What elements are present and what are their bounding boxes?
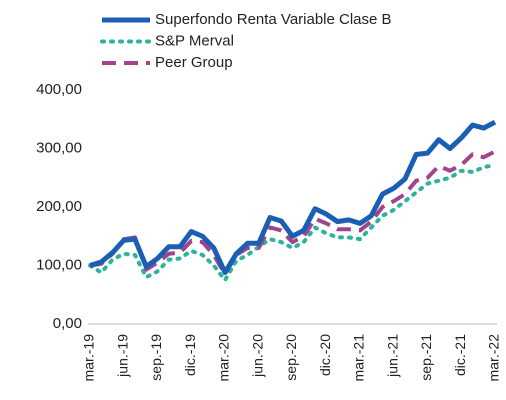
y-tick-label: 0,00 [53, 315, 82, 332]
x-tick-label: sep.-20 [283, 334, 299, 381]
series-line [89, 149, 496, 277]
y-tick-label: 100,00 [36, 256, 82, 273]
x-tick-label: mar.-22 [486, 334, 502, 382]
x-tick-label: dic.-21 [452, 334, 468, 376]
y-tick-label: 300,00 [36, 139, 82, 156]
x-tick-label: sep.-19 [148, 334, 164, 381]
x-tick-label: dic.-19 [182, 334, 198, 376]
y-tick-label: 400,00 [36, 81, 82, 98]
x-tick-label: sep.-21 [418, 334, 434, 381]
legend-label: Superfondo Renta Variable Clase B [155, 11, 392, 28]
series-line [88, 162, 497, 283]
x-tick-label: mar.-20 [216, 334, 232, 382]
x-tick-label: jun.-21 [384, 334, 400, 378]
x-tick-label: dic.-20 [317, 334, 333, 376]
x-tick-label: mar.-21 [351, 334, 367, 382]
y-tick-label: 200,00 [36, 198, 82, 215]
x-tick-label: jun.-20 [249, 334, 265, 378]
x-tick-label: mar.-19 [81, 334, 97, 382]
legend-label: S&P Merval [155, 32, 234, 49]
series-line [89, 119, 497, 276]
x-tick-label: jun.-19 [114, 334, 130, 378]
legend-label: Peer Group [155, 54, 233, 71]
